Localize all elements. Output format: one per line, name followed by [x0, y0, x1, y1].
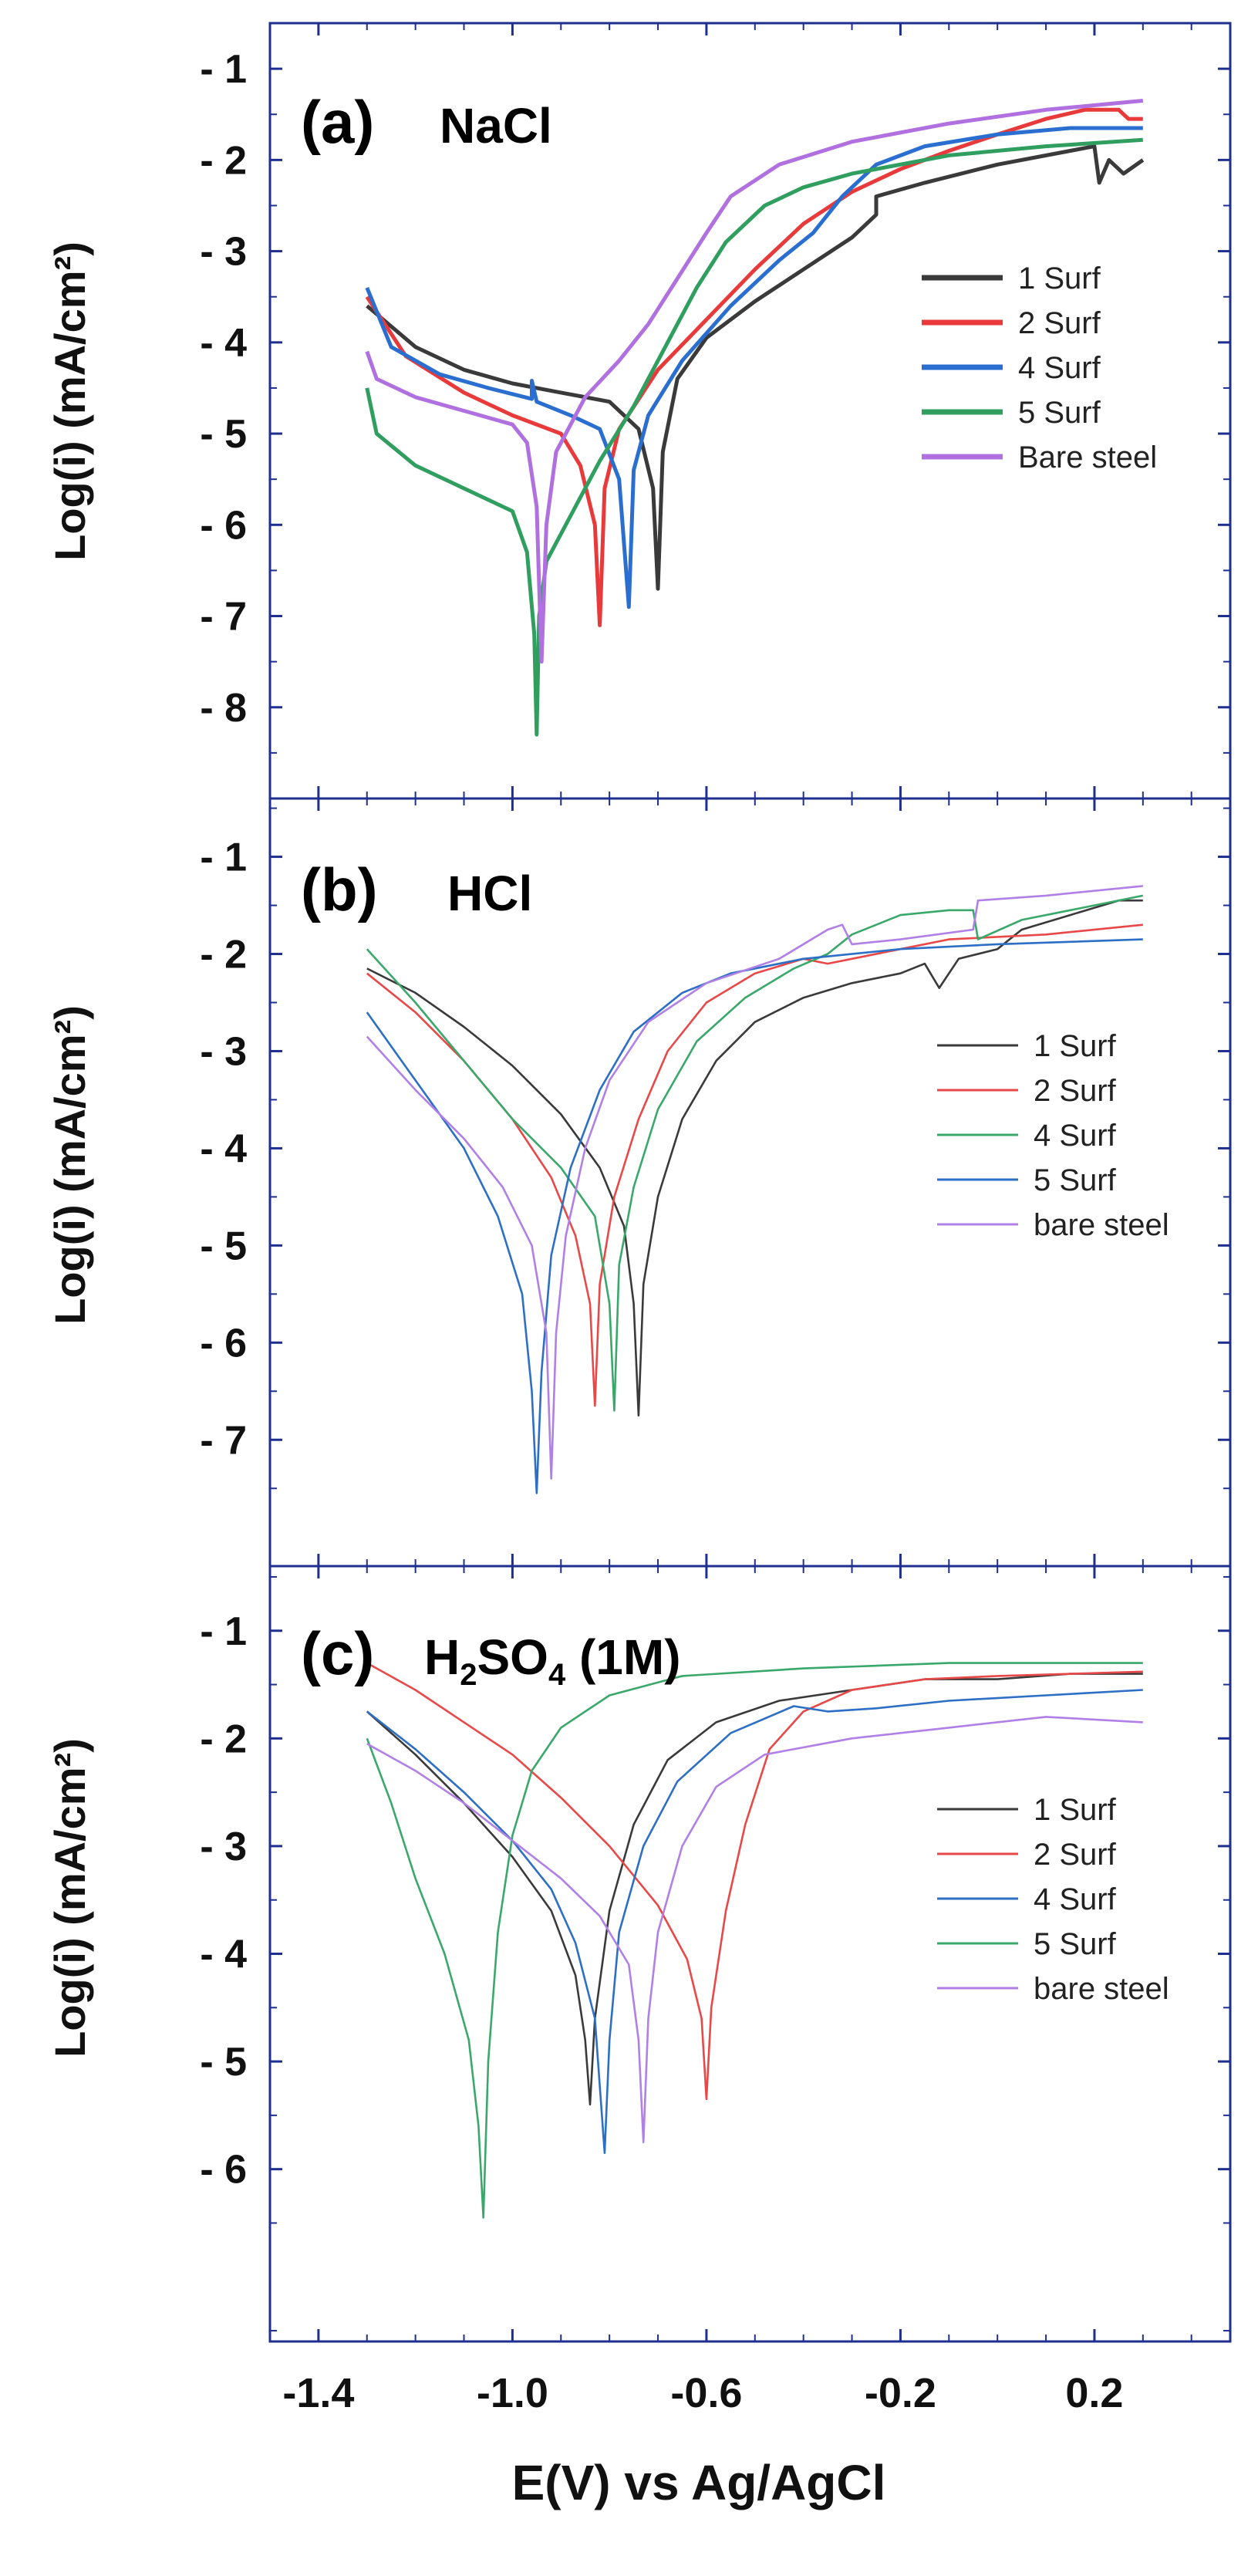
y-tick-label--6: - 6: [200, 503, 247, 548]
y-tick-label--3: - 3: [200, 1029, 247, 1074]
panel-a-label: (a): [301, 88, 374, 156]
panel-a-title: NaCl: [440, 98, 552, 154]
series-line-1-surf: [366, 144, 1145, 591]
legend-label-2-surf: 2 Surf: [1018, 306, 1101, 340]
legend-label-1-surf: 1 Surf: [1018, 262, 1101, 295]
y-tick-label--8: - 8: [200, 686, 247, 731]
y-tick-label--2: - 2: [200, 1717, 247, 1761]
series-line-5-surf: [365, 137, 1143, 737]
legend-label-4-surf: 4 Surf: [1018, 351, 1101, 385]
panel-a: - 1 - 2 - 3 - 4 - 5 - 6 - 7 - 8 (a) NaCl 1 Surf…: [46, 22, 1232, 800]
y-tick-label--3: - 3: [200, 1825, 247, 1869]
panel-c-curves: [366, 1662, 1143, 2219]
y-tick-label--1: - 1: [200, 1609, 247, 1654]
legend-label-bare-steel: Bare steel: [1018, 441, 1157, 474]
x-axis: -1.4 -1.0 -0.6 -0.2 0.2: [282, 2370, 1123, 2416]
legend-label-4-surf: 4 Surf: [1034, 1119, 1117, 1153]
x-tick-label: -1.4: [282, 2370, 354, 2416]
series-line-bare-steel: [366, 885, 1143, 1480]
y-tick-label--1: - 1: [200, 47, 247, 92]
legend-label-1-surf: 1 Surf: [1034, 1029, 1117, 1063]
panel-c-title-sub2: 4: [548, 1658, 566, 1692]
panel-c-title-sub1: 2: [460, 1658, 477, 1692]
x-tick-label: -0.2: [865, 2370, 936, 2416]
panel-c-title-so: SO: [477, 1629, 548, 1685]
x-tick-label: -1.0: [477, 2370, 548, 2416]
y-tick-label--1: - 1: [200, 836, 247, 880]
panel-c-y-axis: - 1 - 2 - 3 - 4 - 5 - 6: [200, 1566, 1230, 2341]
y-tick-label--2: - 2: [200, 138, 247, 183]
panel-c-label: (c): [301, 1619, 374, 1687]
y-tick-label--4: - 4: [200, 321, 247, 366]
panel-c-title: H2SO4 (1M): [424, 1629, 681, 1692]
legend-label-5-surf: 5 Surf: [1034, 1927, 1117, 1961]
legend-label-1-surf: 1 Surf: [1034, 1793, 1117, 1827]
x-tick-label: -0.6: [670, 2370, 742, 2416]
panel-b-legend: 1 Surf 2 Surf 4 Surf 5 Surf bare steel: [937, 1029, 1169, 1242]
panel-a-ylabel: Log(i) (mA/cm²): [46, 241, 94, 561]
panel-a-curves: [365, 99, 1145, 737]
panel-b-title: HCl: [447, 866, 532, 921]
legend-label-4-surf: 4 Surf: [1034, 1882, 1117, 1916]
x-axis-label: E(V) vs Ag/AgCl: [512, 2455, 886, 2510]
y-tick-label--4: - 4: [200, 1126, 247, 1171]
series-line-bare-steel: [365, 99, 1144, 664]
series-line-2-surf: [366, 1662, 1143, 2101]
legend-label-bare-steel: bare steel: [1034, 1208, 1169, 1242]
panel-c-ylabel: Log(i) (mA/cm²): [46, 1738, 94, 2058]
y-tick-label--7: - 7: [200, 1418, 247, 1463]
series-line-5-surf: [366, 938, 1143, 1494]
y-tick-label--5: - 5: [200, 2040, 247, 2085]
y-tick-label--2: - 2: [200, 933, 247, 977]
series-line-5-surf: [366, 1662, 1143, 2219]
x-tick-label: 0.2: [1065, 2370, 1123, 2416]
legend-label-2-surf: 2 Surf: [1034, 1074, 1117, 1108]
y-tick-label--5: - 5: [200, 1224, 247, 1268]
y-tick-label--6: - 6: [200, 2148, 247, 2193]
series-line-4-surf: [365, 126, 1143, 609]
y-tick-label--4: - 4: [200, 1933, 247, 1977]
panel-c-title-tail: (1M): [565, 1629, 680, 1685]
legend-label-5-surf: 5 Surf: [1018, 396, 1101, 430]
panel-b-y-axis: - 1 - 2 - 3 - 4 - 5 - 6 - 7: [200, 798, 1230, 1566]
panel-c-title-h: H: [424, 1629, 460, 1685]
y-tick-label--5: - 5: [200, 412, 247, 457]
series-line-bare-steel: [366, 1716, 1143, 2144]
series-line-1-surf: [366, 899, 1143, 1417]
legend-label-5-surf: 5 Surf: [1034, 1163, 1117, 1197]
y-tick-label--3: - 3: [200, 230, 247, 275]
panel-b-label: (b): [301, 856, 378, 923]
panel-b-curves: [366, 885, 1144, 1494]
y-tick-label--6: - 6: [200, 1321, 247, 1366]
series-line-2-surf: [365, 107, 1143, 627]
panel-c: - 1 - 2 - 3 - 4 - 5 - 6 (c) H2SO4 (1M) 1 Surf…: [46, 1565, 1232, 2343]
panel-c-legend: 1 Surf 2 Surf 4 Surf 5 Surf bare steel: [937, 1793, 1169, 2006]
panel-a-legend: 1 Surf 2 Surf 4 Surf 5 Surf Bare steel: [922, 262, 1157, 474]
panel-a-y-axis: - 1 - 2 - 3 - 4 - 5 - 6 - 7 - 8: [200, 22, 1230, 798]
series-line-2-surf: [366, 923, 1143, 1407]
panel-b-ylabel: Log(i) (mA/cm²): [46, 1005, 94, 1325]
legend-label-2-surf: 2 Surf: [1034, 1838, 1117, 1872]
legend-label-bare-steel: bare steel: [1034, 1972, 1169, 2006]
y-tick-label--7: - 7: [200, 595, 247, 640]
